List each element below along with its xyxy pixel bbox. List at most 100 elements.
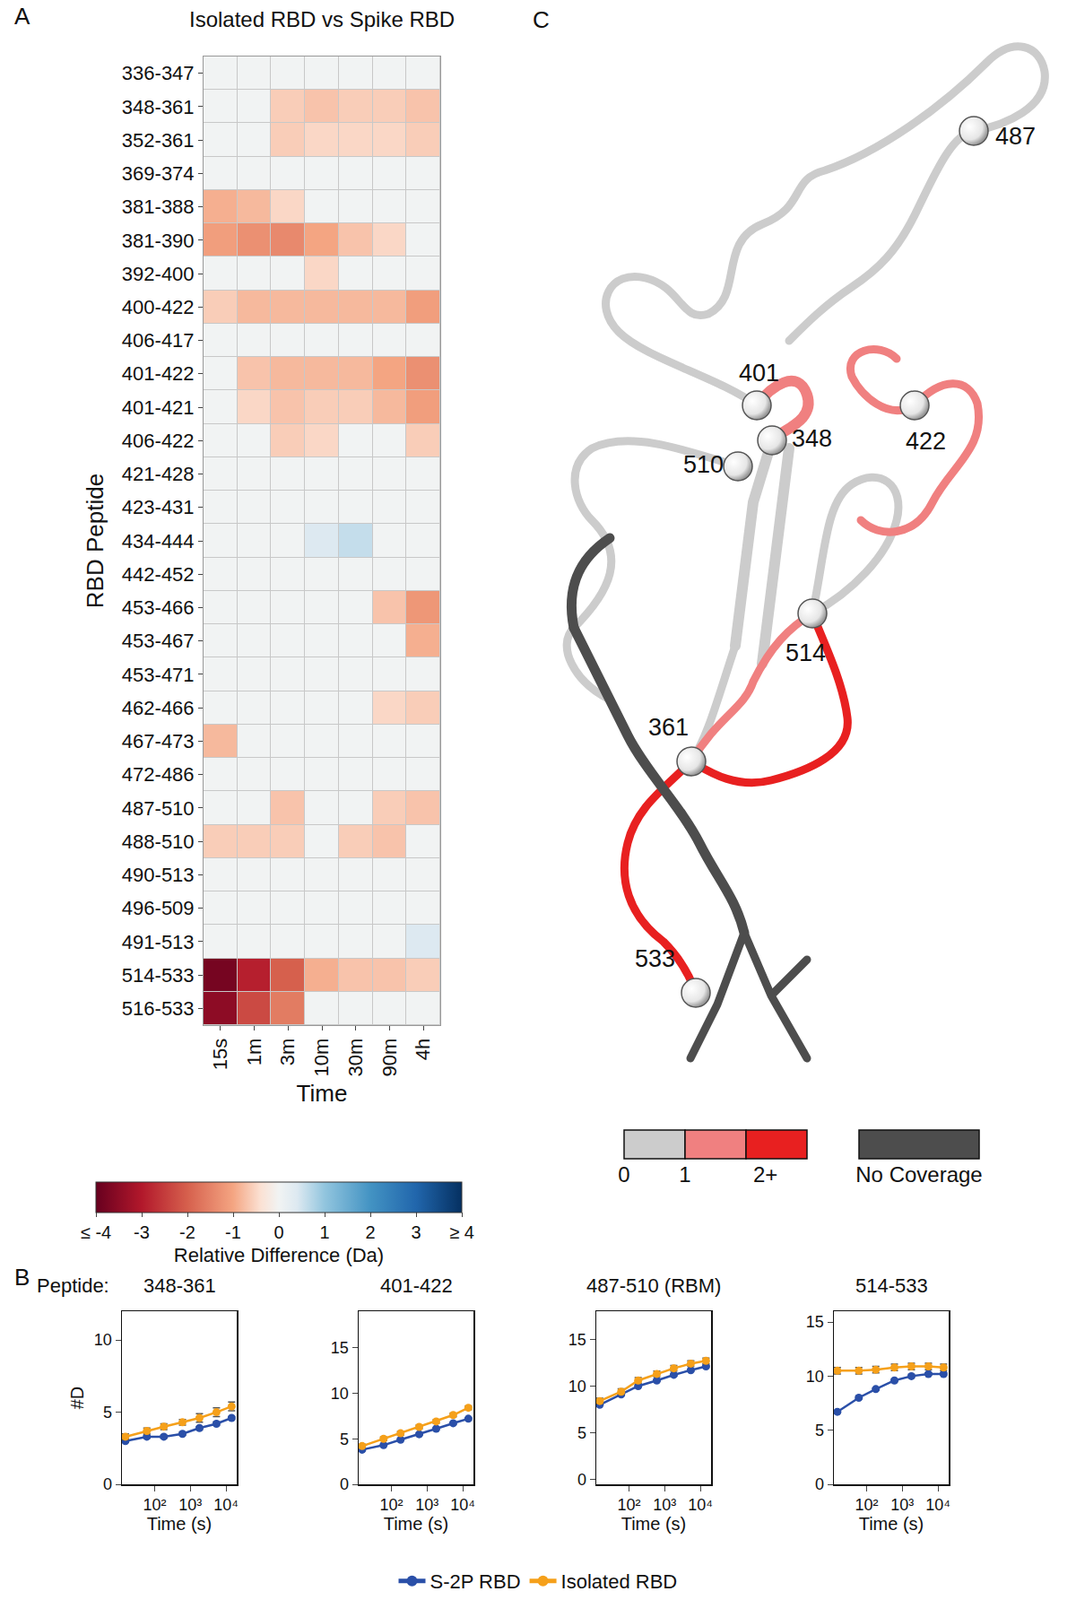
svg-text:0: 0 xyxy=(577,1470,587,1489)
svg-text:2+: 2+ xyxy=(753,1162,778,1187)
svg-text:-1: -1 xyxy=(225,1222,242,1242)
svg-text:Time (s): Time (s) xyxy=(621,1513,687,1534)
svg-text:533: 533 xyxy=(634,945,676,972)
svg-text:4h: 4h xyxy=(411,1038,434,1060)
svg-text:453-471: 453-471 xyxy=(121,663,195,686)
svg-text:401-421: 401-421 xyxy=(121,396,195,419)
svg-text:401-422: 401-422 xyxy=(380,1274,453,1297)
svg-text:30m: 30m xyxy=(344,1038,367,1077)
svg-text:10²: 10² xyxy=(855,1495,879,1514)
svg-text:510: 510 xyxy=(683,451,724,478)
svg-text:15: 15 xyxy=(806,1312,825,1331)
svg-text:462-466: 462-466 xyxy=(121,696,195,720)
svg-text:336-347: 336-347 xyxy=(121,61,195,85)
svg-text:514: 514 xyxy=(785,639,826,667)
svg-text:0: 0 xyxy=(103,1475,113,1493)
svg-text:516-533: 516-533 xyxy=(121,997,195,1020)
svg-text:10³: 10³ xyxy=(178,1495,202,1514)
svg-text:0: 0 xyxy=(617,1162,630,1187)
svg-text:401: 401 xyxy=(738,359,780,387)
svg-text:400-422: 400-422 xyxy=(121,295,195,319)
svg-text:Relative Difference (Da): Relative Difference (Da) xyxy=(173,1243,384,1267)
svg-text:348-361: 348-361 xyxy=(121,95,195,119)
svg-text:Time (s): Time (s) xyxy=(147,1513,213,1534)
svg-text:381-388: 381-388 xyxy=(121,195,195,218)
svg-text:10³: 10³ xyxy=(890,1495,914,1514)
svg-text:S-2P RBD: S-2P RBD xyxy=(430,1570,521,1593)
svg-text:421-428: 421-428 xyxy=(121,462,195,486)
svg-text:Time: Time xyxy=(296,1079,348,1107)
svg-text:423-431: 423-431 xyxy=(121,495,195,519)
svg-text:#D: #D xyxy=(67,1386,87,1410)
svg-text:3m: 3m xyxy=(276,1038,299,1067)
svg-text:10²: 10² xyxy=(143,1495,167,1514)
svg-text:453-466: 453-466 xyxy=(121,596,195,619)
svg-text:487-510 (RBM): 487-510 (RBM) xyxy=(586,1274,721,1297)
svg-text:5: 5 xyxy=(339,1430,349,1449)
svg-text:10³: 10³ xyxy=(652,1495,677,1514)
svg-text:Peptide:: Peptide: xyxy=(36,1274,110,1297)
svg-text:90m: 90m xyxy=(378,1038,401,1077)
svg-text:487: 487 xyxy=(995,122,1036,150)
svg-text:Isolated RBD vs Spike RBD: Isolated RBD vs Spike RBD xyxy=(189,7,455,32)
svg-text:514-533: 514-533 xyxy=(121,963,195,987)
svg-text:361: 361 xyxy=(648,713,689,741)
svg-text:Time (s): Time (s) xyxy=(383,1513,450,1534)
svg-text:RBD Peptide: RBD Peptide xyxy=(81,473,109,608)
svg-text:487-510: 487-510 xyxy=(121,797,195,820)
svg-text:10⁴: 10⁴ xyxy=(925,1495,951,1514)
svg-text:No Coverage: No Coverage xyxy=(855,1162,982,1187)
svg-text:10³: 10³ xyxy=(415,1495,439,1514)
svg-text:2: 2 xyxy=(364,1222,375,1242)
svg-text:453-467: 453-467 xyxy=(121,629,195,652)
svg-text:514-533: 514-533 xyxy=(855,1274,929,1297)
svg-text:10: 10 xyxy=(806,1367,825,1386)
svg-text:1m: 1m xyxy=(242,1038,266,1067)
svg-text:348: 348 xyxy=(791,425,833,452)
svg-text:3: 3 xyxy=(410,1222,421,1242)
svg-text:491-513: 491-513 xyxy=(121,930,195,954)
svg-text:0: 0 xyxy=(339,1475,349,1493)
svg-text:B: B xyxy=(14,1263,30,1291)
svg-text:369-374: 369-374 xyxy=(121,162,195,185)
svg-text:348-361: 348-361 xyxy=(143,1274,217,1297)
svg-text:10: 10 xyxy=(568,1377,587,1396)
svg-text:C: C xyxy=(532,6,550,34)
svg-text:15: 15 xyxy=(330,1338,349,1357)
svg-text:401-422: 401-422 xyxy=(121,362,195,385)
svg-text:10²: 10² xyxy=(380,1495,404,1514)
svg-text:1: 1 xyxy=(678,1162,691,1187)
svg-text:≤ -4: ≤ -4 xyxy=(80,1222,112,1242)
svg-text:0: 0 xyxy=(815,1475,825,1493)
svg-text:496-509: 496-509 xyxy=(121,896,195,920)
svg-text:10⁴: 10⁴ xyxy=(213,1495,239,1514)
svg-text:-2: -2 xyxy=(179,1222,196,1242)
svg-text:10: 10 xyxy=(330,1384,349,1403)
svg-text:442-452: 442-452 xyxy=(121,563,195,586)
svg-text:467-473: 467-473 xyxy=(121,729,195,753)
svg-text:15: 15 xyxy=(568,1330,587,1349)
svg-text:-3: -3 xyxy=(133,1222,150,1242)
svg-text:5: 5 xyxy=(103,1403,113,1422)
svg-text:5: 5 xyxy=(815,1421,825,1440)
svg-text:434-444: 434-444 xyxy=(121,529,195,553)
svg-text:381-390: 381-390 xyxy=(121,229,195,252)
svg-text:422: 422 xyxy=(905,427,946,455)
svg-text:472-486: 472-486 xyxy=(121,763,195,786)
svg-text:5: 5 xyxy=(577,1423,587,1442)
svg-text:≥ 4: ≥ 4 xyxy=(449,1222,475,1242)
svg-text:Time (s): Time (s) xyxy=(859,1513,925,1534)
svg-text:15s: 15s xyxy=(208,1038,232,1070)
svg-text:10²: 10² xyxy=(617,1495,642,1514)
svg-text:10: 10 xyxy=(94,1330,113,1349)
svg-text:10m: 10m xyxy=(310,1038,333,1077)
svg-text:352-361: 352-361 xyxy=(121,129,195,152)
svg-text:490-513: 490-513 xyxy=(121,863,195,886)
svg-text:1: 1 xyxy=(319,1222,330,1242)
svg-text:10⁴: 10⁴ xyxy=(450,1495,476,1514)
svg-text:392-400: 392-400 xyxy=(121,262,195,286)
svg-text:488-510: 488-510 xyxy=(121,830,195,853)
svg-text:10⁴: 10⁴ xyxy=(687,1495,713,1514)
svg-text:406-422: 406-422 xyxy=(121,429,195,452)
svg-text:406-417: 406-417 xyxy=(121,329,195,352)
